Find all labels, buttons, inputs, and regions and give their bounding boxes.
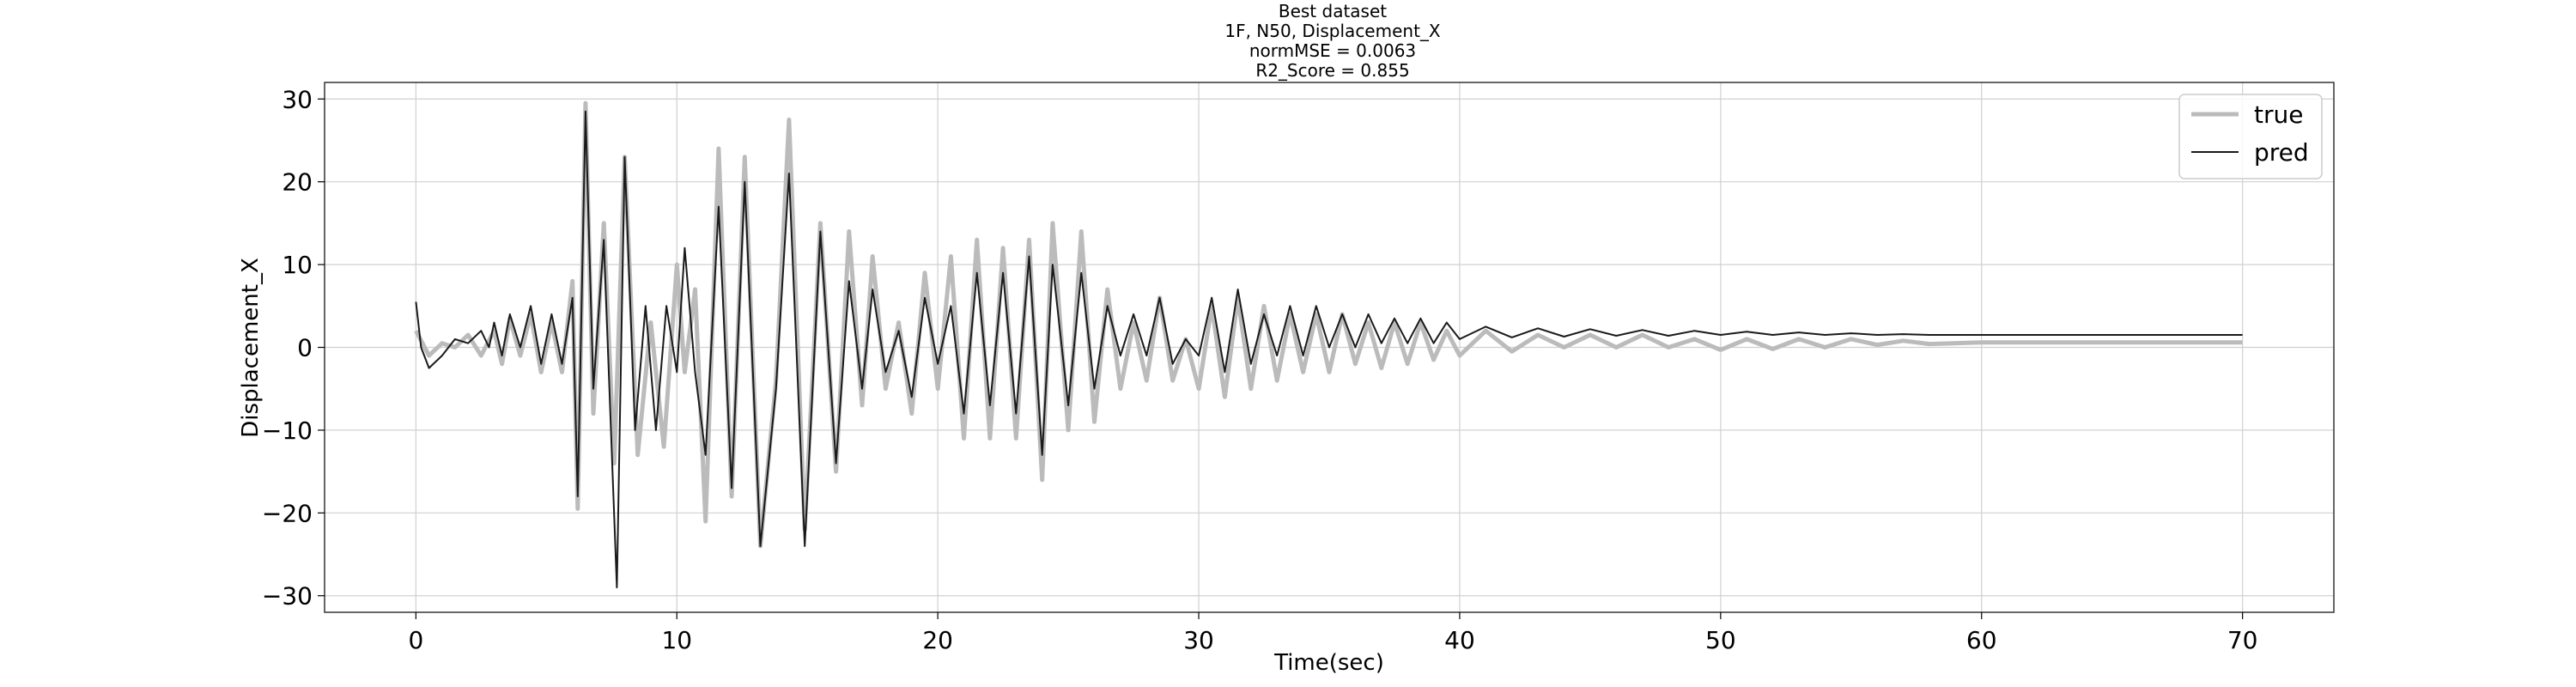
y-tick-label: 0 [297,334,313,362]
y-tick-label: 20 [282,168,313,197]
title-line-4: R2_Score = 0.855 [1255,60,1409,81]
x-tick-label: 50 [1705,626,1736,654]
chart-title: Best dataset 1F, N50, Displacement_X nor… [1224,1,1441,81]
x-tick-label: 0 [408,626,423,654]
x-axis-label: Time(sec) [1273,650,1384,676]
grid [325,82,2334,612]
x-tick-label: 30 [1183,626,1214,654]
series-line-true [414,100,2243,549]
y-tick-label: −30 [262,582,313,611]
y-tick-label: −10 [262,416,313,445]
legend: true pred [2178,94,2323,179]
x-tick-label: 70 [2227,626,2258,654]
title-line-3: normMSE = 0.0063 [1249,40,1416,61]
series-line-pred [415,110,2243,589]
title-line-1: Best dataset [1279,1,1387,21]
y-axis-label: Displacement_X [238,258,264,438]
x-tick-label: 60 [1966,626,1997,654]
legend-label-pred: pred [2254,138,2309,167]
x-tick-label: 40 [1444,626,1475,654]
title-line-2: 1F, N50, Displacement_X [1224,21,1441,41]
x-axis: 0 10 20 30 40 50 60 70 [408,612,2257,654]
plot-series [414,100,2243,589]
x-tick-label: 20 [922,626,953,654]
y-tick-label: −20 [262,499,313,527]
x-tick-label: 10 [661,626,692,654]
y-tick-label: 10 [282,251,313,279]
y-axis: −30 −20 −10 0 10 20 30 [262,85,325,611]
y-tick-label: 30 [282,85,313,113]
legend-label-true: true [2254,100,2303,129]
